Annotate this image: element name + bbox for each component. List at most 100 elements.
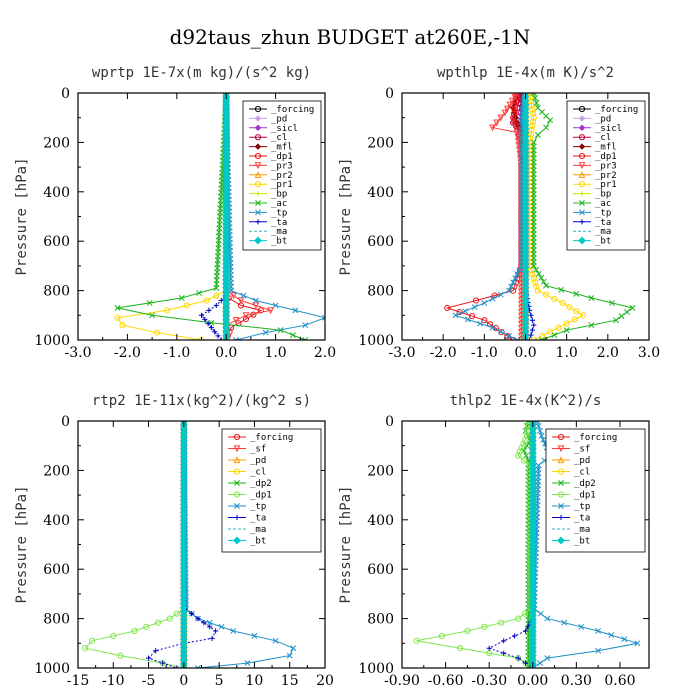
legend: _forcing _sf_pd _cl_dp2 _dp1_tp _ta_ma _bt xyxy=(545,428,646,553)
legend-marker-pr1 xyxy=(254,181,262,188)
legend-marker-forcing xyxy=(254,105,262,113)
series-point-tp xyxy=(508,283,515,290)
series-point-tp xyxy=(240,292,247,299)
series-line-tp xyxy=(225,93,325,340)
series-point-dp1 xyxy=(510,110,517,117)
series-point-dp1 xyxy=(81,645,89,652)
legend-marker-sf xyxy=(233,445,241,453)
series-point-pr1 xyxy=(119,322,126,329)
series-point-ac xyxy=(551,332,558,339)
series-line-dp1 xyxy=(416,421,534,668)
series-point-pr1 xyxy=(566,303,573,311)
series-point-pr1 xyxy=(534,287,541,294)
legend-marker-forcing xyxy=(578,105,586,113)
series-point-pr1 xyxy=(527,266,535,274)
series-point-pr1 xyxy=(580,312,587,319)
series-line-pr1 xyxy=(116,93,227,340)
legend-label-pr3: _pr3 xyxy=(271,161,293,171)
y-tick-label: 200 xyxy=(43,135,70,151)
y-tick-label: 400 xyxy=(367,185,394,201)
legend-marker-pr2 xyxy=(254,171,262,178)
series-point-ac xyxy=(302,337,309,340)
series-point-pr3 xyxy=(514,138,522,145)
series-point-tp xyxy=(497,328,504,335)
series-point-pr1 xyxy=(203,297,210,304)
y-tick-label: 1000 xyxy=(358,333,394,349)
legend-label-pr3: _pr3 xyxy=(595,161,617,171)
legend-label-dp1: _dp1 xyxy=(595,152,617,162)
x-tick-label: 15 xyxy=(281,673,299,689)
legend-marker-ta xyxy=(255,219,261,225)
legend-label-sicl: _sicl xyxy=(595,124,622,134)
series-point-tp xyxy=(510,279,517,286)
legend-label-bp: _bp xyxy=(271,190,287,200)
series-group xyxy=(81,421,297,668)
legend-marker-bt xyxy=(557,536,565,545)
legend-marker-tp xyxy=(558,503,564,509)
y-tick-label: 800 xyxy=(367,612,394,628)
series-line-ac xyxy=(117,93,306,340)
series-point-ta xyxy=(527,337,533,340)
legend-marker-ta xyxy=(558,514,564,521)
series-point-pr1 xyxy=(547,328,554,335)
series-point-ta xyxy=(213,302,219,309)
chart-title: thlp2 1E-4x(K^2)/s xyxy=(450,393,602,409)
series-point-tp xyxy=(538,432,545,439)
series-point-pr1 xyxy=(114,314,121,321)
series-point-tp xyxy=(233,337,240,340)
series-point-pr1 xyxy=(551,295,558,302)
series-point-tp xyxy=(206,619,213,626)
series-point-ac xyxy=(588,295,595,301)
series-point-tp xyxy=(514,271,521,278)
legend-label-bt: _bt xyxy=(574,537,590,547)
x-tick-label: -5 xyxy=(142,673,156,689)
series-point-pr1 xyxy=(542,291,550,298)
x-tick-label: -10 xyxy=(102,673,125,689)
y-tick-label: 0 xyxy=(385,86,394,102)
series-point-dp1 xyxy=(89,637,96,644)
series-point-ac xyxy=(532,94,539,101)
legend-marker-ta xyxy=(234,514,240,521)
series-point-pr1 xyxy=(530,275,537,282)
x-tick-label: -2.0 xyxy=(430,345,457,361)
x-tick-label: -1.0 xyxy=(163,345,190,361)
legend-label-cl: _cl xyxy=(250,468,266,478)
legend-label-pd: _pd xyxy=(250,456,266,466)
series-point-dp2 xyxy=(523,452,530,459)
legend-marker-pr2 xyxy=(578,171,586,178)
series-point-dp1 xyxy=(521,610,528,617)
x-tick-label: 0.00 xyxy=(517,673,548,689)
series-point-dp1 xyxy=(143,623,150,630)
series-point-pr3 xyxy=(242,312,250,320)
series-point-dp1 xyxy=(468,313,476,320)
legend-marker-cl xyxy=(578,134,586,141)
legend-marker-dp2 xyxy=(558,480,564,486)
series-point-tp xyxy=(514,337,521,340)
y-tick-label: 600 xyxy=(43,562,70,578)
series-point-dp1 xyxy=(498,328,505,336)
series-point-ac xyxy=(533,99,540,106)
y-axis-label: Pressure [hPa] xyxy=(338,157,354,275)
x-tick-label: -3.0 xyxy=(389,345,416,361)
series-point-ta xyxy=(218,337,224,340)
legend-marker-forcing xyxy=(557,433,565,441)
series-point-dp1 xyxy=(520,440,527,447)
series-point-pr1 xyxy=(538,332,546,339)
series-point-pr3 xyxy=(501,109,509,117)
series-point-dp1 xyxy=(242,315,250,323)
series-point-ta xyxy=(208,325,214,331)
series-point-pr1 xyxy=(529,118,537,125)
series-point-dp1 xyxy=(512,102,519,109)
legend-label-dp1: _dp1 xyxy=(271,152,293,162)
series-point-ta xyxy=(515,655,521,661)
x-tick-label: 5 xyxy=(215,673,224,689)
series-point-pr3 xyxy=(489,124,496,132)
x-tick-label: 10 xyxy=(246,673,264,689)
y-axis-label: Pressure [hPa] xyxy=(14,485,30,603)
series-point-pr1 xyxy=(532,279,539,286)
x-tick-label: -2.0 xyxy=(114,345,141,361)
legend-label-mfl: _mfl xyxy=(595,143,617,153)
series-point-tp xyxy=(489,324,496,331)
y-tick-label: 1000 xyxy=(358,661,394,677)
